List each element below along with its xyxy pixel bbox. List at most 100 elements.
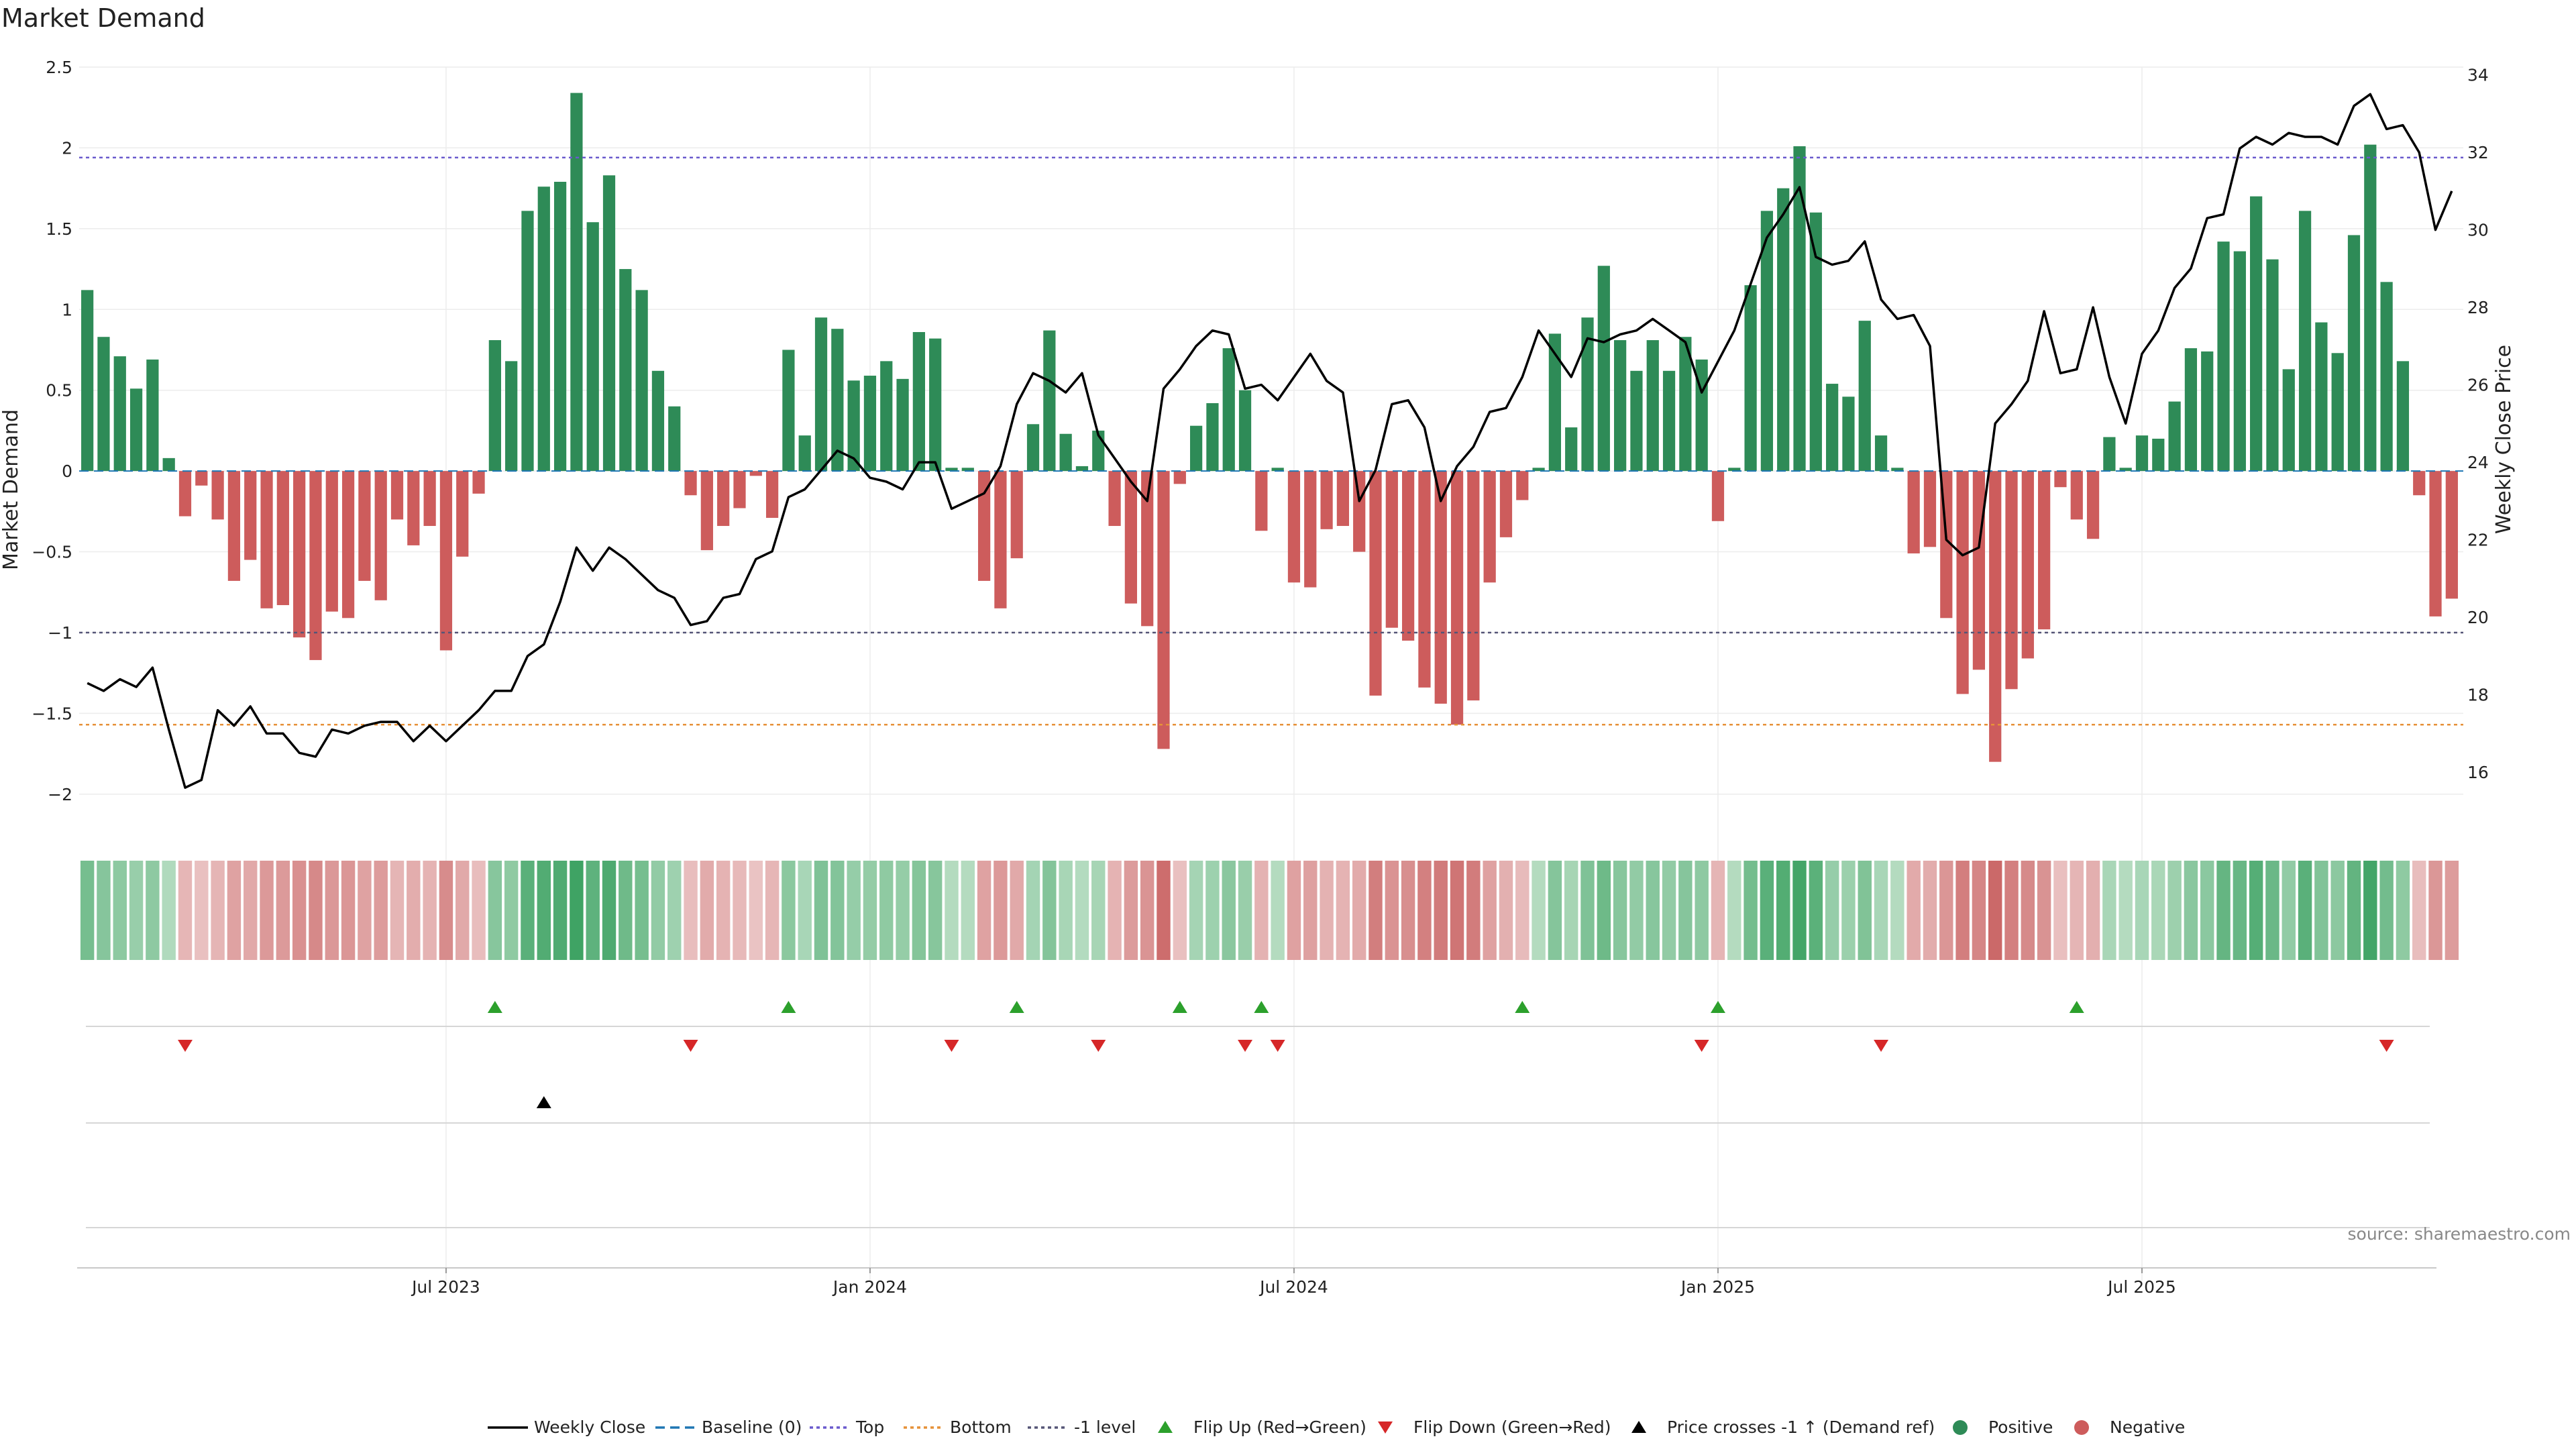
demand-bar-negative (2021, 471, 2034, 659)
demand-bar-positive (113, 356, 126, 472)
heat-cell (945, 861, 959, 960)
demand-bar-negative (1304, 471, 1317, 588)
heat-cell (1662, 861, 1676, 960)
legend-item: Price crosses -1 ↑ (Demand ref) (1631, 1417, 1935, 1437)
demand-bar-negative (1418, 471, 1431, 688)
legend-item: Flip Down (Green→Red) (1378, 1417, 1611, 1437)
heat-cell (227, 861, 241, 960)
heat-cell (2396, 861, 2410, 960)
demand-bar-positive (146, 359, 159, 472)
demand-bar-negative (1499, 471, 1513, 537)
demand-bar-negative (374, 471, 387, 600)
heat-cell (1743, 861, 1758, 960)
heat-cell (733, 861, 747, 960)
chart-legend: Weekly Close Baseline (0) Top Bottom -1 leve… (488, 1417, 2185, 1437)
demand-bar-positive (880, 361, 893, 472)
heat-cell (847, 861, 861, 960)
demand-bar-positive (814, 317, 828, 472)
heat-cell (2249, 861, 2263, 960)
flip-down-marker (2379, 1040, 2394, 1052)
heat-cell (2412, 861, 2426, 960)
demand-bar-negative (1434, 471, 1447, 704)
heat-cell (2184, 861, 2198, 960)
demand-bar-positive (1581, 317, 1594, 472)
x-tick-label: Jul 2025 (2106, 1277, 2176, 1297)
heat-cell (504, 861, 519, 960)
demand-bar-positive (1777, 188, 1790, 472)
heat-cell (2118, 861, 2133, 960)
heat-cell (1320, 861, 1334, 960)
demand-bar-positive (912, 331, 925, 472)
demand-bar-negative (1353, 471, 1366, 552)
demand-bar-positive (2201, 351, 2214, 472)
flip-down-marker (683, 1040, 698, 1052)
legend-item: Top (810, 1417, 884, 1437)
heat-cell (1483, 861, 1497, 960)
demand-bar-negative (325, 471, 338, 612)
heat-cell (1792, 861, 1807, 960)
heat-cell (1515, 861, 1529, 960)
demand-bar-positive (782, 350, 795, 472)
demand-bar-positive (2168, 401, 2181, 472)
x-axis-ticks: Jul 2023 Jan 2024 Jul 2024 Jan 2025 Jul 2025 (411, 1268, 2176, 1297)
heat-cell (390, 861, 405, 960)
y-tick-label: −0.5 (32, 543, 72, 562)
demand-bar-negative (1516, 471, 1529, 500)
flip-down-marker (178, 1040, 193, 1052)
heat-cell (1955, 861, 1970, 960)
demand-bar-negative (1173, 471, 1186, 484)
heat-cell (814, 861, 828, 960)
heat-cell (1352, 861, 1366, 960)
demand-bar-positive (929, 338, 942, 472)
demand-bar-positive (1891, 468, 1904, 472)
demand-bar-positive (1728, 468, 1741, 472)
heat-cell (2151, 861, 2165, 960)
heat-cell (2428, 861, 2443, 960)
heat-cell (602, 861, 616, 960)
heat-cell (1466, 861, 1481, 960)
heat-cell (1042, 861, 1057, 960)
heat-cell (1222, 861, 1236, 960)
heat-cell (2298, 861, 2312, 960)
demand-bar-positive (1271, 468, 1284, 472)
heat-cell (1157, 861, 1171, 960)
heat-cell (244, 861, 258, 960)
demand-bar-negative (1989, 471, 2002, 762)
legend-item: Baseline (0) (655, 1417, 802, 1437)
x-tick-label: Jul 2024 (1258, 1277, 1328, 1297)
demand-bar-positive (488, 340, 501, 472)
demand-bar-positive (2250, 196, 2263, 472)
heat-cell (1548, 861, 1562, 960)
heat-cell (586, 861, 600, 960)
heat-cell (651, 861, 665, 960)
y2-axis-title: Weekly Close Price (2492, 345, 2516, 534)
heat-cell (1303, 861, 1318, 960)
demand-bar-positive (505, 361, 518, 472)
flip-up-marker (2069, 1001, 2084, 1013)
heat-cell (521, 861, 535, 960)
demand-bar-positive (1874, 435, 1888, 472)
demand-bar-negative (684, 471, 697, 496)
demand-bar-negative (1124, 471, 1137, 604)
reference-lines (79, 156, 2463, 726)
heat-cell (1564, 861, 1578, 960)
flip-down-marker (944, 1040, 959, 1052)
flip-up-marker (487, 1001, 502, 1013)
grid-lines (79, 66, 2463, 1281)
demand-bar-negative (423, 471, 436, 527)
heat-cell (2363, 861, 2377, 960)
heat-cell (553, 861, 568, 960)
demand-bar-positive (1662, 370, 1676, 472)
legend-item: Weekly Close (488, 1417, 645, 1437)
heat-cell (2086, 861, 2100, 960)
demand-bar-positive (2396, 361, 2410, 472)
demand-bar-negative (1483, 471, 1496, 583)
heat-cell (325, 861, 339, 960)
heat-cell (1890, 861, 1904, 960)
heat-cell (1597, 861, 1611, 960)
y2-tick-label: 32 (2467, 143, 2489, 162)
heat-cell (2200, 861, 2214, 960)
heat-cell (1189, 861, 1203, 960)
demand-bar-negative (2054, 471, 2067, 488)
